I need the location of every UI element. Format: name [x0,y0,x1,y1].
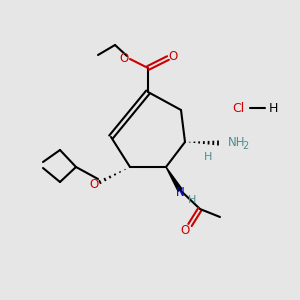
Text: H: H [204,152,212,162]
Text: NH: NH [228,136,245,149]
Text: Cl: Cl [232,101,244,115]
Polygon shape [166,167,182,191]
Text: H: H [188,195,196,205]
Text: N: N [176,185,184,199]
Text: O: O [89,178,99,191]
Text: O: O [119,52,129,64]
Text: 2: 2 [242,141,248,151]
Text: O: O [180,224,190,236]
Text: O: O [168,50,178,64]
Text: H: H [268,101,278,115]
